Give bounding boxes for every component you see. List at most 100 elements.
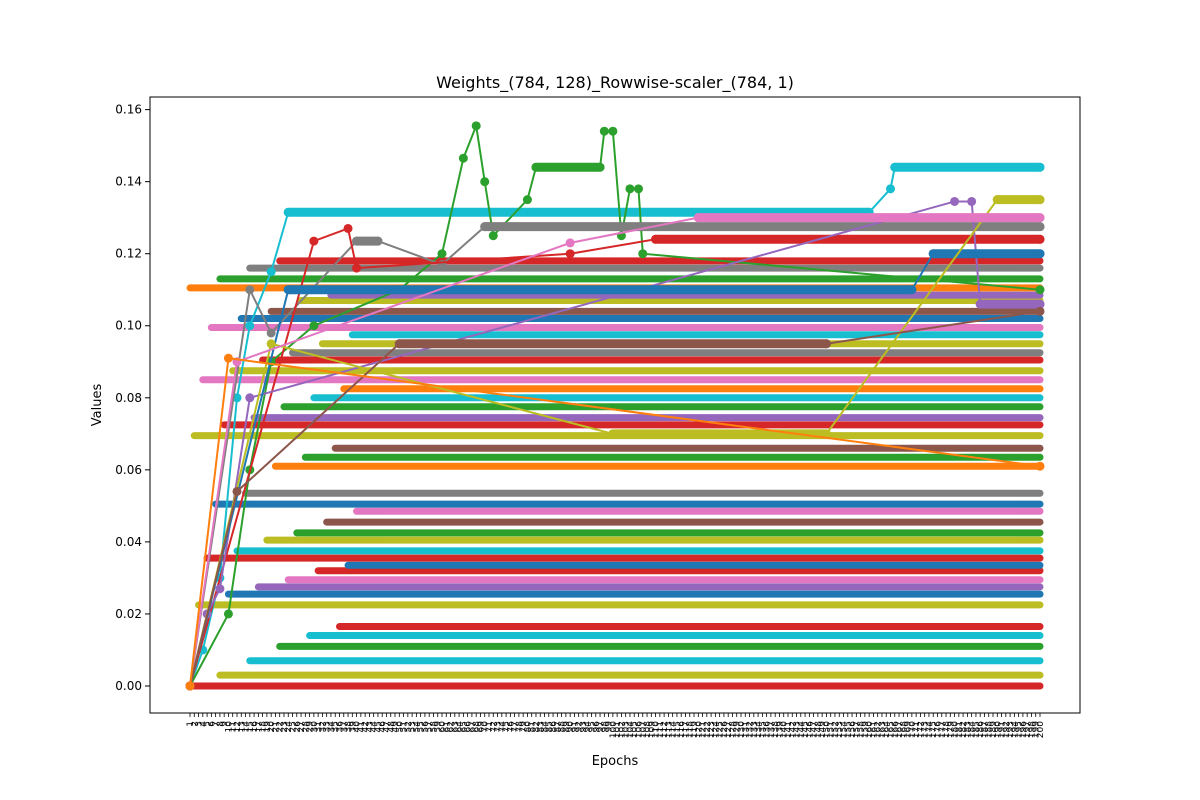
data-point xyxy=(522,195,532,205)
x-tick-label: 104 xyxy=(626,721,636,738)
y-tick-label: 0.00 xyxy=(115,679,142,693)
data-point xyxy=(223,609,233,619)
x-tick-label: 6 xyxy=(207,721,217,727)
x-tick-label: 192 xyxy=(1002,721,1012,738)
x-tick-label: 101 xyxy=(613,721,623,738)
x-tick-label: 164 xyxy=(882,721,892,738)
data-point xyxy=(625,184,635,194)
x-tick-label: 68 xyxy=(472,721,482,733)
x-axis-label: Epochs xyxy=(592,754,639,769)
x-tick-label: 135 xyxy=(758,721,768,738)
data-point xyxy=(266,328,276,338)
x-tick-label: 118 xyxy=(686,721,696,738)
x-tick-label: 100 xyxy=(609,721,619,738)
x-tick-label: 153 xyxy=(835,721,845,738)
x-tick-label: 85 xyxy=(545,721,555,732)
x-tick-label: 165 xyxy=(887,721,897,738)
x-tick-label: 150 xyxy=(822,721,832,738)
x-tick-label: 187 xyxy=(980,721,990,738)
x-tick-label: 62 xyxy=(447,721,457,732)
x-tick-label: 86 xyxy=(549,721,559,733)
x-tick-label: 168 xyxy=(899,721,909,738)
y-axis-label: Values xyxy=(90,384,105,427)
series-lines xyxy=(185,121,1045,691)
x-tick-label: 146 xyxy=(805,721,815,738)
data-point xyxy=(1035,461,1045,471)
x-tick-label: 97 xyxy=(596,721,606,732)
x-tick-label: 174 xyxy=(925,721,935,738)
x-tick-label: 83 xyxy=(536,721,546,732)
x-tick-label: 189 xyxy=(989,721,999,738)
x-tick-label: 21 xyxy=(271,721,281,732)
data-point xyxy=(185,681,195,691)
x-tick-label: 109 xyxy=(647,721,657,738)
x-tick-label: 145 xyxy=(801,721,811,738)
x-tick-label: 119 xyxy=(690,721,700,738)
x-tick-label: 52 xyxy=(404,721,414,732)
x-tick-label: 7 xyxy=(212,721,222,727)
x-tick-label: 107 xyxy=(639,721,649,738)
x-tick-label: 23 xyxy=(280,721,290,732)
data-point xyxy=(950,196,960,206)
x-tick-label: 27 xyxy=(297,721,307,732)
data-point xyxy=(967,196,977,206)
x-tick-label: 188 xyxy=(985,721,995,738)
x-tick-label: 172 xyxy=(916,721,926,738)
x-tick-label: 170 xyxy=(908,721,918,738)
x-tick-label: 141 xyxy=(784,721,794,738)
x-tick-label: 114 xyxy=(669,721,679,738)
x-tick-label: 110 xyxy=(652,721,662,738)
x-tick-label: 138 xyxy=(771,721,781,738)
x-tick-label: 91 xyxy=(570,721,580,732)
x-tick-label: 59 xyxy=(434,721,444,733)
x-axis-ticks: 1234567891011121314151617181920212223242… xyxy=(186,713,1046,738)
x-tick-label: 36 xyxy=(335,721,345,733)
x-tick-label: 131 xyxy=(741,721,751,738)
x-tick-label: 70 xyxy=(481,721,491,733)
y-tick-label: 0.16 xyxy=(115,103,142,117)
x-tick-label: 99 xyxy=(605,721,615,733)
data-point xyxy=(1035,285,1045,295)
data-point xyxy=(309,236,319,246)
data-point xyxy=(565,249,575,259)
x-tick-label: 51 xyxy=(400,721,410,732)
x-tick-label: 38 xyxy=(344,721,354,733)
series-bands xyxy=(186,257,1044,690)
x-tick-label: 123 xyxy=(707,721,717,738)
data-point xyxy=(886,184,896,194)
x-tick-label: 140 xyxy=(780,721,790,738)
data-point xyxy=(266,339,276,349)
x-tick-label: 181 xyxy=(955,721,965,738)
x-tick-label: 139 xyxy=(775,721,785,738)
series-line xyxy=(185,249,1045,691)
data-point xyxy=(215,584,225,594)
x-tick-label: 120 xyxy=(694,721,704,738)
x-tick-label: 57 xyxy=(425,721,435,732)
x-tick-label: 67 xyxy=(468,721,478,732)
x-tick-label: 92 xyxy=(575,721,585,732)
x-tick-label: 98 xyxy=(600,721,610,733)
x-tick-label: 156 xyxy=(848,721,858,738)
x-tick-label: 30 xyxy=(310,721,320,733)
y-tick-label: 0.12 xyxy=(115,247,142,261)
x-tick-label: 44 xyxy=(370,721,380,733)
x-tick-label: 56 xyxy=(421,721,431,733)
x-tick-label: 80 xyxy=(523,721,533,733)
data-point xyxy=(343,223,353,233)
x-tick-label: 37 xyxy=(340,721,350,732)
x-tick-label: 128 xyxy=(728,721,738,738)
data-point xyxy=(245,321,255,331)
x-tick-label: 117 xyxy=(681,721,691,738)
x-tick-label: 95 xyxy=(588,721,598,732)
x-tick-label: 173 xyxy=(921,721,931,738)
x-tick-label: 194 xyxy=(1010,721,1020,738)
y-tick-label: 0.02 xyxy=(115,607,142,621)
x-tick-label: 41 xyxy=(357,721,367,732)
x-tick-label: 161 xyxy=(869,721,879,738)
x-tick-label: 167 xyxy=(895,721,905,738)
data-point xyxy=(437,249,447,259)
x-tick-label: 122 xyxy=(703,721,713,738)
x-tick-label: 66 xyxy=(464,721,474,733)
x-tick-label: 151 xyxy=(827,721,837,738)
data-point xyxy=(565,238,575,248)
